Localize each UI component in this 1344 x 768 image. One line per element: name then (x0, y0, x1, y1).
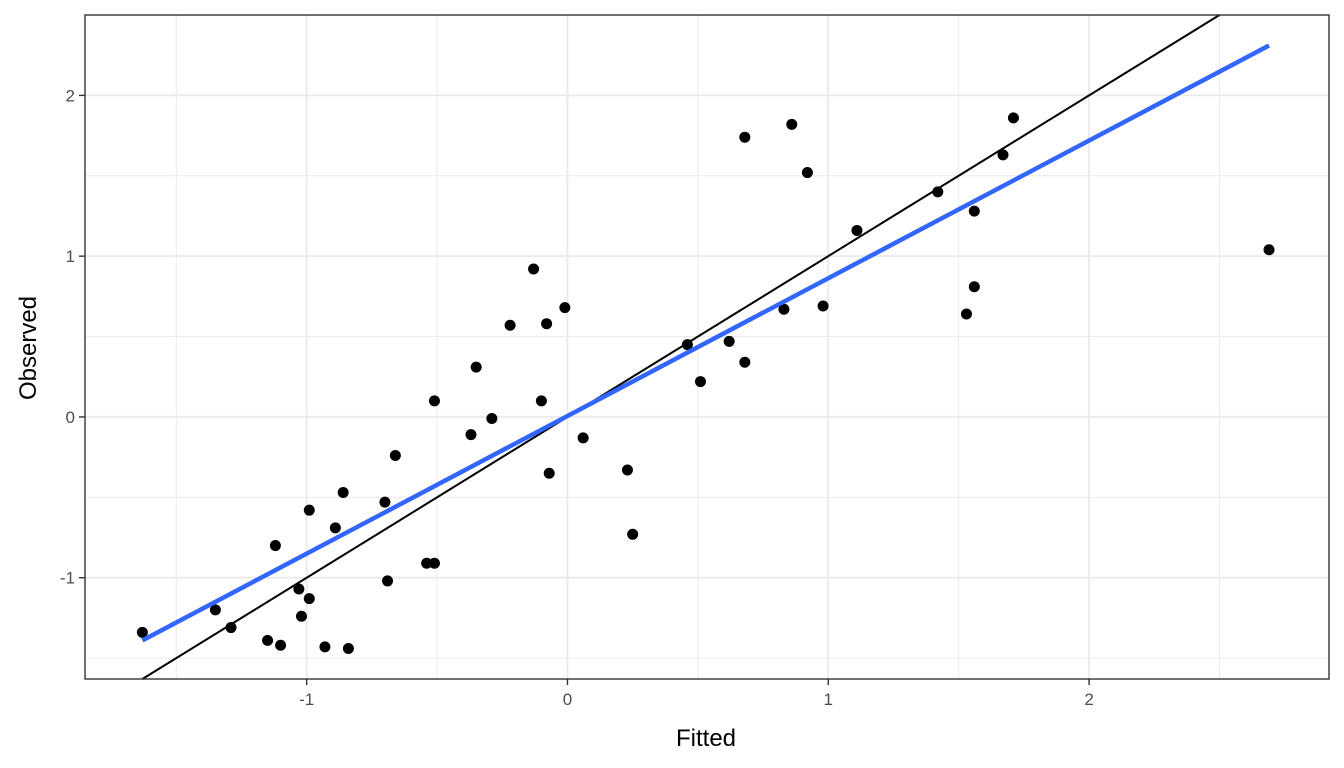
data-point (801, 167, 813, 179)
data-point (627, 528, 639, 540)
data-point (209, 604, 221, 616)
y-axis: -1 0 1 2 (60, 86, 85, 588)
data-point (739, 131, 751, 143)
data-point (621, 464, 633, 476)
data-points (136, 112, 1275, 654)
identity-reference-line (141, 14, 1220, 680)
data-point (275, 639, 287, 651)
data-point (486, 413, 498, 425)
data-point (681, 339, 693, 351)
data-point (968, 205, 980, 217)
reference-line-layer (141, 14, 1220, 680)
data-point (379, 496, 391, 508)
x-tick-label: -1 (299, 690, 314, 709)
fit-line-layer (141, 43, 1271, 643)
data-point (342, 642, 354, 654)
data-point (225, 622, 237, 634)
data-point (504, 319, 516, 331)
data-point (541, 318, 553, 330)
data-point (778, 303, 790, 315)
data-point (694, 376, 706, 388)
data-point (851, 224, 863, 236)
data-point (535, 395, 547, 407)
data-point (262, 634, 274, 646)
data-point (543, 467, 555, 479)
data-point (295, 610, 307, 622)
panel-border (84, 14, 1330, 680)
x-tick-label: 0 (563, 690, 572, 709)
data-point (1263, 244, 1275, 256)
data-point (428, 395, 440, 407)
y-tick-label: -1 (60, 569, 75, 588)
data-point (303, 504, 315, 516)
data-point (577, 432, 589, 444)
data-point (421, 557, 433, 569)
y-tick-label: 1 (66, 247, 75, 266)
data-point (968, 281, 980, 293)
data-point (303, 593, 315, 605)
x-axis: -1 0 1 2 (299, 679, 1094, 709)
data-point (960, 308, 972, 320)
y-tick-label: 2 (66, 86, 75, 105)
y-axis-title: Observed (15, 296, 42, 400)
x-axis-title: Fitted (676, 725, 736, 752)
regression-fit-line (141, 43, 1271, 643)
data-point (739, 356, 751, 368)
data-point (932, 186, 944, 198)
data-point (786, 118, 798, 130)
data-point (428, 557, 440, 569)
data-point (136, 626, 148, 638)
data-point (319, 641, 331, 653)
data-point (389, 450, 401, 462)
data-point (465, 429, 477, 441)
data-point (723, 335, 735, 347)
data-point (382, 575, 394, 587)
major-gridlines (85, 15, 1329, 679)
data-point (293, 583, 305, 595)
x-tick-label: 1 (824, 690, 833, 709)
data-point (1007, 112, 1019, 124)
y-tick-label: 0 (66, 408, 75, 427)
data-point (269, 540, 281, 552)
data-point (337, 487, 349, 499)
data-point (329, 522, 341, 534)
data-point (470, 361, 482, 373)
data-point (997, 149, 1009, 161)
x-tick-label: 2 (1084, 690, 1093, 709)
data-point (528, 263, 540, 275)
data-point (559, 302, 571, 314)
data-point (817, 300, 829, 312)
